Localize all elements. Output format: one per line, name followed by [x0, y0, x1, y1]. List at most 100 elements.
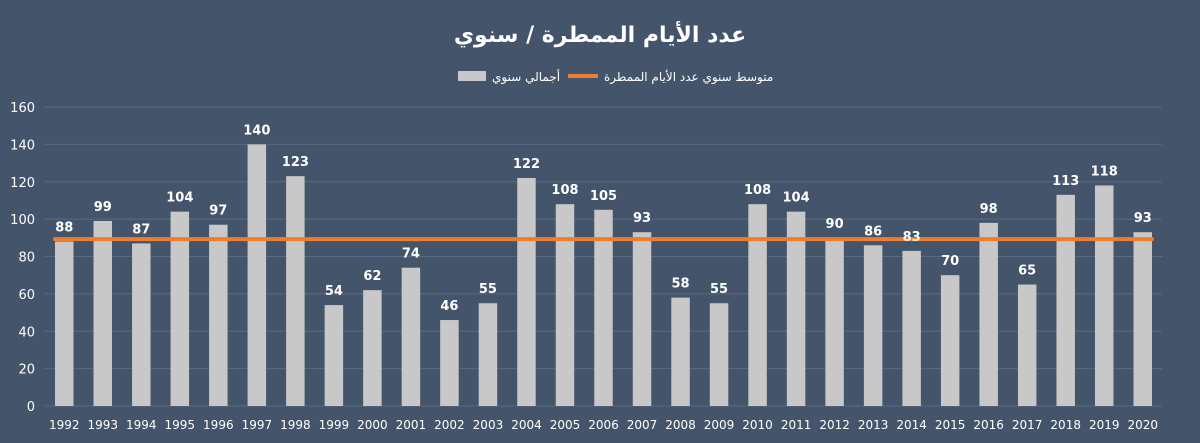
bar — [440, 320, 459, 406]
bar — [1133, 232, 1152, 406]
x-tick-label: 2000 — [357, 418, 388, 432]
x-tick-label: 2001 — [396, 418, 427, 432]
data-label: 55 — [710, 282, 728, 297]
x-tick-label: 2019 — [1089, 418, 1120, 432]
chart-title: عدد الأيام الممطرة / سنوي — [454, 20, 746, 48]
y-tick-label: 80 — [18, 251, 35, 266]
bar — [786, 211, 806, 406]
bar — [132, 243, 151, 406]
bar — [363, 290, 382, 406]
x-tick-label: 2012 — [819, 418, 850, 432]
x-tick-label: 2004 — [511, 418, 542, 432]
y-tick-label: 140 — [10, 138, 35, 153]
x-tick-label: 2016 — [973, 418, 1004, 432]
x-tick-label: 1992 — [49, 418, 80, 432]
bar — [940, 275, 960, 406]
data-label: 105 — [590, 189, 617, 204]
y-tick-label: 120 — [10, 176, 35, 191]
x-tick-label: 1994 — [126, 418, 157, 432]
x-tick-label: 2008 — [665, 418, 696, 432]
bar — [209, 224, 228, 406]
bar — [478, 303, 498, 406]
data-label: 99 — [94, 200, 112, 215]
x-tick-label: 1995 — [165, 418, 196, 432]
data-labels: 88 99 87 104 97 140 123 54 62 74 46 55 122 108 105 93 58… — [55, 123, 1152, 314]
legend: متوسط سنوي عدد الأيام الممطرة أجمالي سنو… — [458, 69, 773, 85]
data-label: 140 — [243, 123, 270, 138]
data-label: 46 — [440, 299, 458, 314]
data-label: 88 — [55, 221, 73, 236]
data-label: 93 — [1134, 211, 1152, 226]
bar — [555, 204, 575, 406]
data-label: 123 — [282, 155, 309, 170]
bar — [1094, 185, 1114, 406]
data-label: 118 — [1091, 164, 1118, 179]
data-label: 104 — [166, 191, 193, 206]
y-tick-label: 20 — [18, 363, 35, 378]
x-tick-label: 1993 — [88, 418, 119, 432]
data-label: 98 — [980, 202, 998, 217]
x-tick-label: 2013 — [858, 418, 889, 432]
data-label: 54 — [325, 284, 343, 299]
data-label: 108 — [744, 183, 771, 198]
x-tick-label: 1999 — [319, 418, 350, 432]
y-axis: 0 20 40 60 80 100 120 140 160 — [10, 101, 35, 415]
bar — [247, 144, 267, 406]
x-tick-label: 2010 — [742, 418, 773, 432]
x-tick-label: 2002 — [434, 418, 465, 432]
bar — [902, 250, 921, 406]
x-tick-label: 2003 — [473, 418, 504, 432]
y-tick-label: 100 — [10, 213, 35, 228]
bar — [93, 220, 113, 406]
bar — [979, 222, 998, 406]
bar — [825, 237, 844, 406]
y-tick-label: 60 — [18, 288, 35, 303]
bar — [517, 178, 536, 406]
bar — [286, 176, 305, 406]
bar — [671, 297, 690, 406]
bar — [170, 211, 190, 406]
data-label: 122 — [513, 157, 540, 172]
data-label: 97 — [209, 204, 227, 219]
data-label: 58 — [671, 277, 689, 292]
data-label: 62 — [363, 269, 381, 284]
x-tick-label: 1998 — [280, 418, 311, 432]
bar — [748, 204, 767, 406]
y-tick-label: 40 — [18, 325, 35, 340]
data-label: 65 — [1018, 264, 1036, 279]
x-tick-label: 2007 — [627, 418, 658, 432]
legend-swatch-average — [568, 74, 598, 78]
bar — [709, 303, 729, 406]
bar — [324, 305, 344, 406]
data-label: 55 — [479, 282, 497, 297]
bar — [863, 245, 883, 406]
data-label: 74 — [402, 247, 420, 262]
x-tick-label: 2005 — [550, 418, 581, 432]
legend-swatch-total — [458, 71, 486, 81]
x-tick-label: 2017 — [1012, 418, 1043, 432]
bar — [55, 241, 74, 406]
legend-label-average: متوسط سنوي عدد الأيام الممطرة — [604, 69, 773, 85]
bars — [55, 144, 1152, 406]
bar — [632, 232, 652, 406]
x-axis: 1992 1993 1994 1995 1996 1997 1998 1999 2000 2001… — [49, 418, 1158, 432]
bar — [401, 267, 421, 406]
y-tick-label: 0 — [27, 400, 35, 415]
x-tick-label: 1996 — [203, 418, 234, 432]
data-label: 113 — [1052, 174, 1079, 189]
data-label: 70 — [941, 254, 959, 269]
x-tick-label: 2006 — [588, 418, 619, 432]
data-label: 93 — [633, 211, 651, 226]
x-tick-label: 2014 — [896, 418, 927, 432]
bar — [1056, 194, 1075, 406]
data-label: 90 — [826, 217, 844, 232]
data-label: 86 — [864, 224, 882, 239]
bar — [1017, 284, 1037, 406]
data-label: 104 — [783, 191, 810, 206]
data-label: 108 — [551, 183, 578, 198]
bar — [594, 209, 613, 406]
x-tick-label: 1997 — [242, 418, 273, 432]
x-tick-label: 2015 — [935, 418, 966, 432]
x-tick-label: 2009 — [704, 418, 735, 432]
